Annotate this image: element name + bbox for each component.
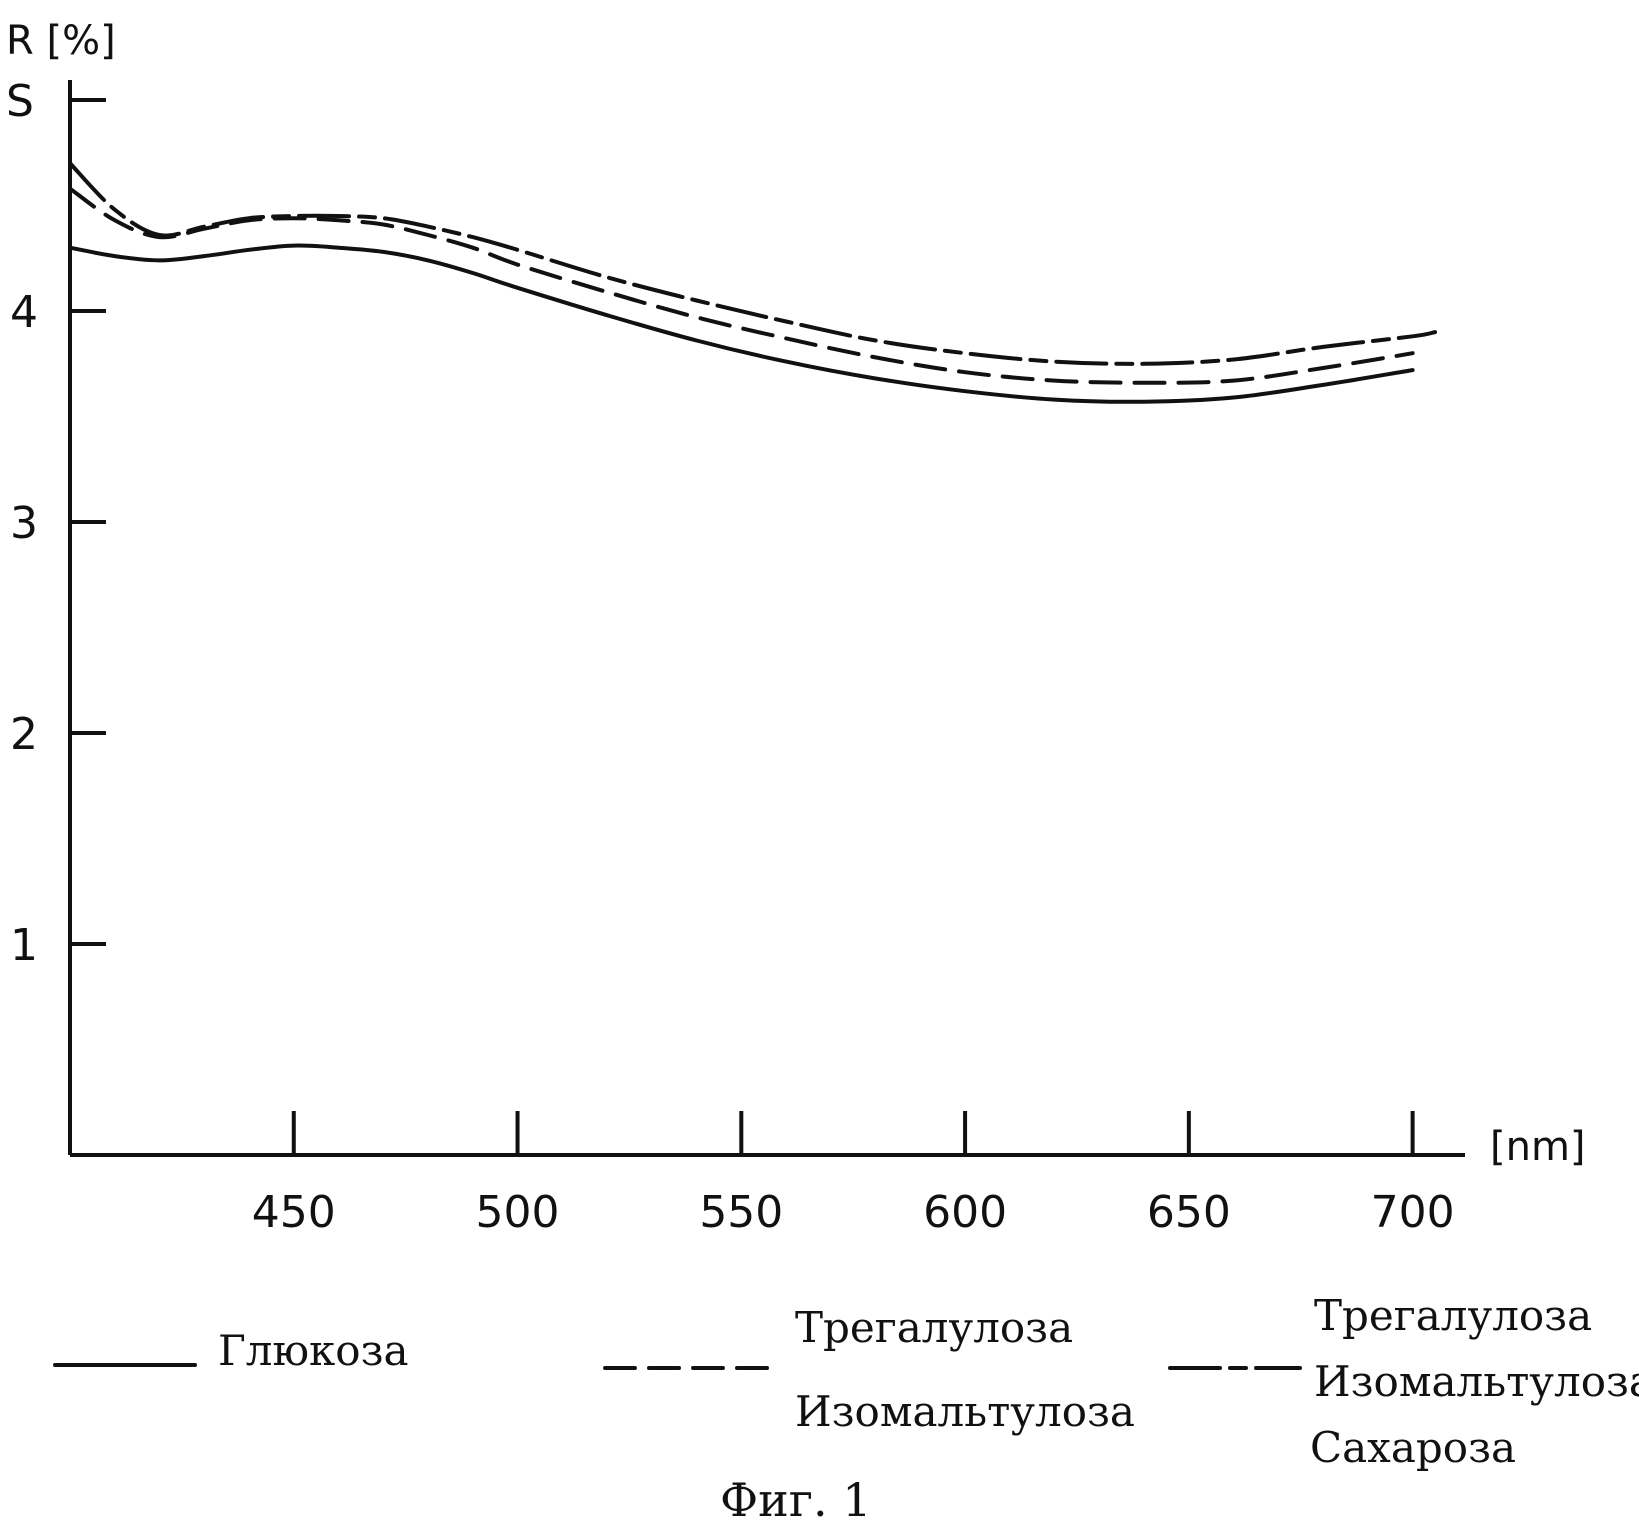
legend-label-trehalulose-isomaltulose-sucrose-line3: Сахароза: [1310, 1423, 1516, 1472]
x-axis-label: [nm]: [1490, 1124, 1586, 1170]
legend-label-trehalulose-isomaltulose-sucrose-line1: Трегалулоза: [1314, 1291, 1592, 1340]
y-tick-label: 4: [10, 287, 38, 338]
legend-label-trehalulose-isomaltulose-line2: Изомальтулоза: [795, 1387, 1135, 1436]
y-tick-top-label: S: [6, 76, 34, 127]
legend-label-trehalulose-isomaltulose-line1: Трегалулоза: [795, 1303, 1073, 1352]
x-tick-label: 650: [1147, 1187, 1231, 1238]
y-tick-label: 1: [10, 920, 38, 971]
x-tick-label: 700: [1371, 1187, 1455, 1238]
y-axis-label: R [%]: [6, 18, 116, 64]
y-tick-label: 3: [10, 498, 38, 549]
x-tick-label: 550: [699, 1187, 783, 1238]
x-tick-label: 450: [252, 1187, 336, 1238]
x-tick-label: 500: [476, 1187, 560, 1238]
legend-label-glucose: Глюкоза: [218, 1326, 409, 1375]
chart: R [%] [nm] S 450 500 550 600 650 700 1 2 3 4 Глю…: [0, 0, 1639, 1527]
x-tick-label: 600: [923, 1187, 1007, 1238]
legend-label-trehalulose-isomaltulose-sucrose-line2: Изомальтулоза: [1314, 1357, 1639, 1406]
figure-caption: Фиг. 1: [720, 1473, 871, 1527]
y-tick-label: 2: [10, 709, 38, 760]
